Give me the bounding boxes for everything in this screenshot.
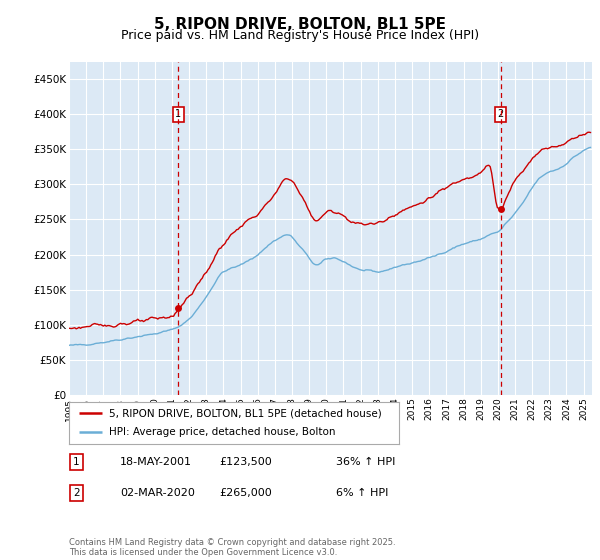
Text: 5, RIPON DRIVE, BOLTON, BL1 5PE (detached house): 5, RIPON DRIVE, BOLTON, BL1 5PE (detache…: [109, 408, 382, 418]
Text: £123,500: £123,500: [219, 457, 272, 467]
Text: Contains HM Land Registry data © Crown copyright and database right 2025.
This d: Contains HM Land Registry data © Crown c…: [69, 538, 395, 557]
Text: £265,000: £265,000: [219, 488, 272, 498]
Text: 2: 2: [73, 488, 80, 498]
Text: 18-MAY-2001: 18-MAY-2001: [120, 457, 192, 467]
Text: 1: 1: [73, 457, 80, 467]
Text: Price paid vs. HM Land Registry's House Price Index (HPI): Price paid vs. HM Land Registry's House …: [121, 29, 479, 42]
Text: 1: 1: [175, 109, 182, 119]
Text: HPI: Average price, detached house, Bolton: HPI: Average price, detached house, Bolt…: [109, 427, 335, 437]
Text: 2: 2: [497, 109, 504, 119]
Text: 36% ↑ HPI: 36% ↑ HPI: [336, 457, 395, 467]
Text: 6% ↑ HPI: 6% ↑ HPI: [336, 488, 388, 498]
Text: 5, RIPON DRIVE, BOLTON, BL1 5PE: 5, RIPON DRIVE, BOLTON, BL1 5PE: [154, 17, 446, 32]
Text: 02-MAR-2020: 02-MAR-2020: [120, 488, 195, 498]
